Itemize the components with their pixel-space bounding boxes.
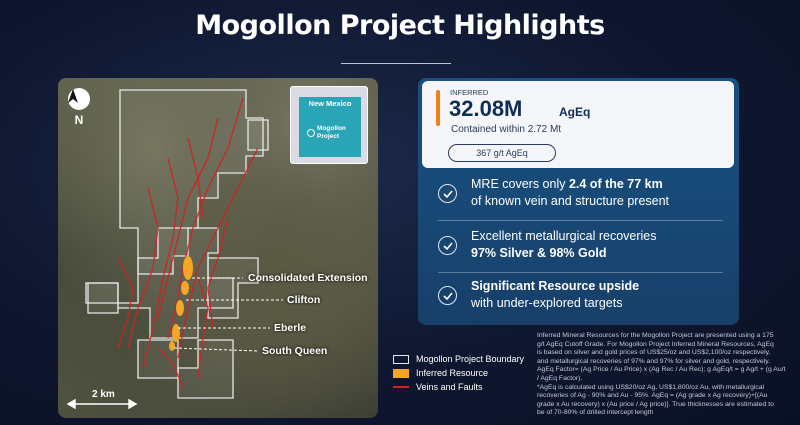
project-location-marker-icon bbox=[307, 129, 315, 137]
highlight-text: MRE covers only 2.4 of the 77 km of know… bbox=[471, 177, 670, 208]
footnote-line: be of 70-80% of drilled intercept length bbox=[537, 409, 654, 417]
north-label: N bbox=[74, 113, 84, 127]
highlight-text: Significant Resource upside with under-e… bbox=[471, 279, 640, 310]
new-mexico-shape bbox=[299, 97, 361, 157]
footnote-line: Inferred Mineral Resources for the Mogol… bbox=[537, 332, 774, 339]
scale-bar bbox=[66, 398, 138, 410]
legend-item: Veins and Faults bbox=[393, 380, 524, 394]
boundary-swatch-icon bbox=[393, 354, 409, 364]
grade-badge: 367 g/t AgEq bbox=[448, 144, 556, 162]
footnote-line: and metallurgical recoveries of 97% and … bbox=[537, 357, 770, 365]
callout-south-queen: South Queen bbox=[262, 345, 328, 357]
resource-swatch-icon bbox=[393, 368, 409, 378]
highlights-card: INFERRED 32.08M AgEq Contained within 2.… bbox=[418, 78, 739, 325]
highlight-text: Excellent metallurgical recoveries 97% S… bbox=[471, 229, 657, 260]
divider bbox=[438, 272, 723, 273]
legend-item: Mogollon Project Boundary bbox=[393, 352, 524, 366]
legend-label: Mogollon Project Boundary bbox=[416, 354, 525, 364]
footnote-line: is based on silver and gold prices of US… bbox=[537, 349, 771, 357]
location-inset-map: New Mexico Mogollon Project bbox=[290, 86, 368, 164]
callout-consolidated-extension: Consolidated Extension bbox=[248, 272, 368, 284]
check-icon bbox=[438, 184, 457, 203]
footnote-line: *AgEq is calculated using US$20/oz Ag, U… bbox=[537, 383, 765, 391]
footnote-line: grade x Au recovery) x (Au price / Ag pr… bbox=[537, 400, 774, 408]
compass-icon bbox=[68, 88, 90, 110]
check-icon bbox=[438, 286, 457, 305]
project-map: N New Mexico Mogollon Project Consolidat… bbox=[58, 78, 378, 418]
resource-stat-box: INFERRED 32.08M AgEq Contained within 2.… bbox=[422, 81, 734, 168]
footnote-line: / AgEq Factor). bbox=[537, 374, 583, 382]
title-underline bbox=[341, 63, 451, 64]
inferred-resource bbox=[169, 256, 193, 351]
highlight-item: Excellent metallurgical recoveries 97% S… bbox=[438, 228, 728, 262]
check-icon bbox=[438, 236, 457, 255]
legend-label: Veins and Faults bbox=[416, 382, 483, 392]
highlight-item: Significant Resource upside with under-e… bbox=[438, 278, 728, 312]
stat-unit: AgEq bbox=[559, 105, 591, 119]
map-legend: Mogollon Project Boundary Inferred Resou… bbox=[393, 352, 524, 394]
inset-project-label: Mogollon Project bbox=[317, 125, 346, 140]
stat-subtitle: Contained within 2.72 Mt bbox=[451, 124, 562, 135]
footnote-line: g/t AgEq Cutoff Grade. For Mogollon Proj… bbox=[537, 340, 774, 348]
callout-clifton: Clifton bbox=[287, 294, 321, 306]
footnote: Inferred Mineral Resources for the Mogol… bbox=[537, 332, 795, 418]
north-arrow: N bbox=[66, 88, 92, 127]
stat-accent-bar bbox=[436, 90, 440, 126]
callout-leaders bbox=[173, 277, 283, 352]
page-title: Mogollon Project Highlights bbox=[195, 10, 605, 41]
veins-and-faults bbox=[117, 97, 259, 389]
stat-value: 32.08M bbox=[449, 96, 523, 121]
legend-label: Inferred Resource bbox=[416, 368, 489, 378]
footnote-line: AgEq Factor= (Ag Price / Au Price) x (Ag… bbox=[537, 366, 786, 374]
highlight-item: MRE covers only 2.4 of the 77 km of know… bbox=[438, 176, 728, 210]
stat-label: INFERRED bbox=[450, 88, 489, 97]
vein-swatch-icon bbox=[393, 386, 409, 388]
callout-eberle: Eberle bbox=[274, 322, 307, 334]
map-overlay bbox=[66, 89, 283, 410]
legend-item: Inferred Resource bbox=[393, 366, 524, 380]
inset-state-label: New Mexico bbox=[308, 99, 352, 108]
scale-label: 2 km bbox=[92, 389, 115, 400]
divider bbox=[438, 220, 723, 221]
footnote-line: recoveries of Ag - 90% and Au - 95%. AgE… bbox=[537, 392, 768, 400]
